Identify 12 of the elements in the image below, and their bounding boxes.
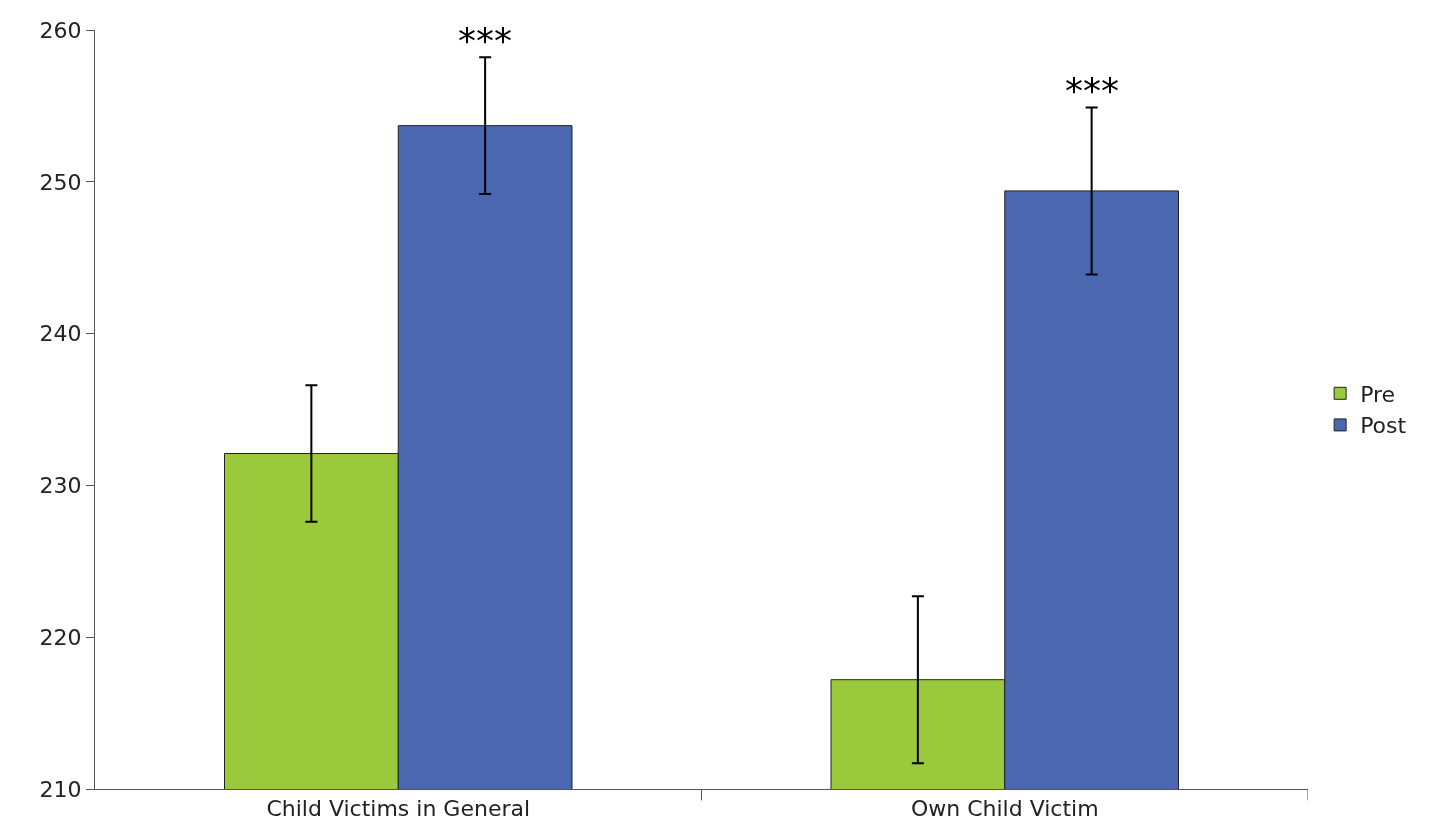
y-tick-label: 240 <box>39 321 82 347</box>
y-tick-label: 230 <box>39 473 82 499</box>
legend-label: Post <box>1360 413 1407 439</box>
annotation: *** <box>458 20 512 61</box>
x-tick-label: Child Victims in General <box>266 796 531 822</box>
y-tick-label: 210 <box>39 776 82 802</box>
annotation: *** <box>1065 70 1119 111</box>
y-tick-label: 260 <box>39 17 82 43</box>
y-tick-label: 220 <box>39 624 82 650</box>
y-tick-label: 250 <box>39 169 82 195</box>
x-tick-label: Own Child Victim <box>910 796 1099 822</box>
legend-label: Pre <box>1360 381 1396 407</box>
